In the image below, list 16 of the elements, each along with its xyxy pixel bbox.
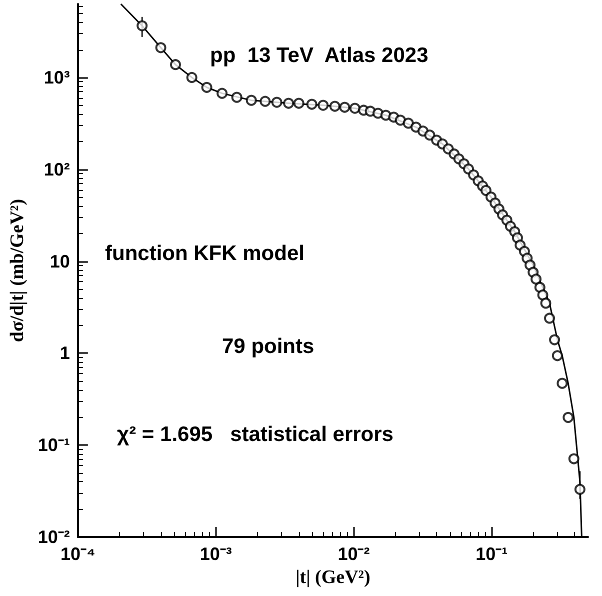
y-tick-label: 10⁻¹ xyxy=(38,435,70,456)
annotation: pp 13 TeV Atlas 2023 xyxy=(210,44,428,67)
annotation: χ² = 1.695 statistical errors xyxy=(117,423,394,446)
y-tick-label: 10 xyxy=(50,251,70,272)
x-axis-title: |t| (GeV²) xyxy=(296,566,370,588)
y-tick-label: 10³ xyxy=(44,67,70,88)
x-tick-label: 10⁻² xyxy=(338,544,370,564)
annotation: function KFK model xyxy=(105,242,304,265)
x-tick-label: 10⁻¹ xyxy=(476,544,508,564)
annotation: 79 points xyxy=(222,335,314,358)
y-tick-label: 10² xyxy=(44,159,70,180)
y-tick-label: 1 xyxy=(60,343,70,364)
y-tick-label: 10⁻² xyxy=(38,527,70,547)
x-tick-label: 10⁻⁴ xyxy=(60,544,96,564)
y-axis-title: dσ/d|t| (mb/GeV²) xyxy=(7,198,28,342)
x-tick-label: 10⁻³ xyxy=(200,544,232,564)
